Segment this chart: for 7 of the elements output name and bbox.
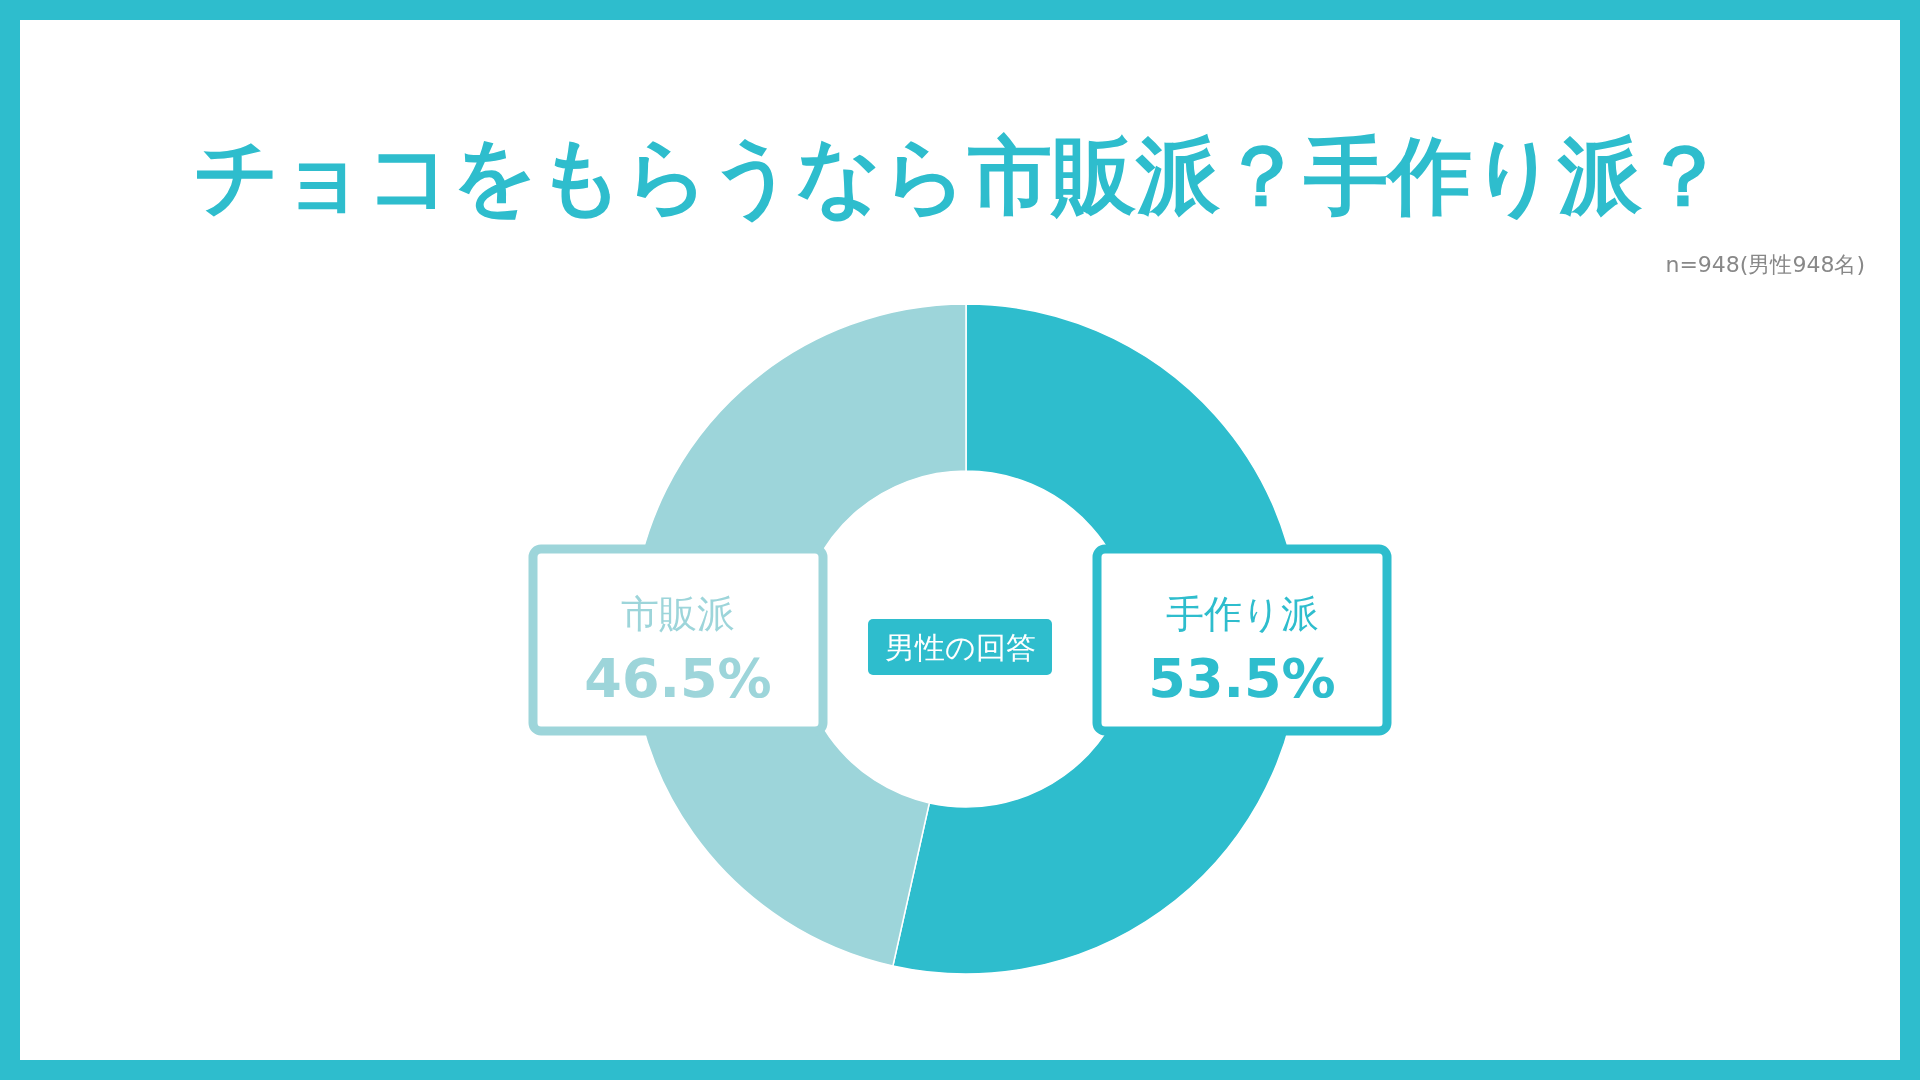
text: 男性の回答 xyxy=(884,630,1036,665)
chart-title: チョコをもらうなら市販派？手作り派？ xyxy=(194,127,1726,225)
slice-label: 手作り派 xyxy=(1165,592,1319,636)
text: n=948(男性948名) xyxy=(1665,252,1865,277)
slice-label: 市販派 xyxy=(621,592,735,636)
data-label: 46.5% xyxy=(584,647,772,710)
data-label: 53.5% xyxy=(1148,647,1336,710)
